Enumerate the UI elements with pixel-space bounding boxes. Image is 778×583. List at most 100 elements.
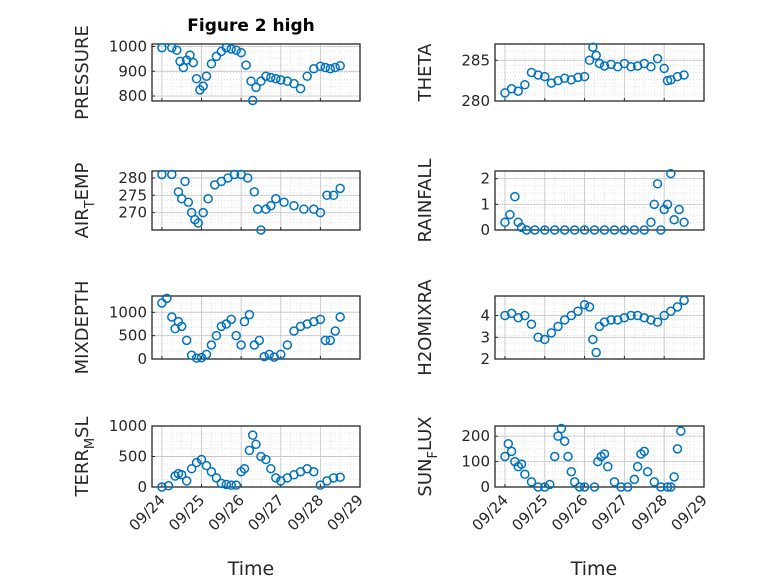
data-point bbox=[335, 312, 345, 322]
data-point bbox=[559, 225, 570, 235]
data-point bbox=[176, 321, 187, 332]
data-point bbox=[244, 445, 255, 456]
data-point bbox=[594, 321, 605, 332]
data-point bbox=[526, 477, 537, 487]
axes-box bbox=[151, 425, 361, 488]
data-point bbox=[211, 473, 222, 483]
data-point bbox=[619, 312, 630, 323]
data-point bbox=[196, 454, 207, 465]
data-point bbox=[533, 70, 543, 80]
data-point bbox=[216, 321, 227, 332]
data-point bbox=[180, 176, 190, 187]
data-point bbox=[206, 59, 217, 69]
y-axis-label: THETA bbox=[415, 43, 436, 103]
data-point bbox=[320, 62, 331, 73]
data-point bbox=[526, 319, 537, 329]
subplot-mixdepth: 0 500 1000 MIXDEPTH bbox=[72, 281, 361, 375]
data-point bbox=[599, 61, 610, 71]
data-point bbox=[231, 330, 241, 341]
data-point bbox=[609, 477, 620, 487]
data-point bbox=[589, 482, 600, 492]
data-point bbox=[646, 62, 656, 72]
data-point bbox=[540, 71, 550, 82]
data-point bbox=[309, 467, 319, 477]
data-point bbox=[266, 200, 276, 211]
data-point bbox=[241, 60, 251, 70]
data-point bbox=[247, 430, 258, 440]
data-point bbox=[254, 335, 265, 346]
x-tick-label: 09/25 bbox=[165, 491, 208, 534]
data-point bbox=[181, 335, 192, 346]
data-point bbox=[566, 467, 577, 477]
x-tick-label: 09/29 bbox=[324, 491, 367, 534]
data-point bbox=[320, 335, 331, 346]
data-point bbox=[639, 312, 650, 323]
data-point bbox=[178, 62, 189, 73]
data-point bbox=[603, 461, 613, 472]
y-tick-label: 0 bbox=[480, 478, 490, 496]
data-point bbox=[211, 330, 222, 341]
data-point bbox=[500, 451, 510, 462]
data-point bbox=[216, 478, 227, 489]
y-tick-label: 100 bbox=[461, 453, 490, 471]
y-axis-label: MIXDEPTH bbox=[72, 281, 93, 375]
data-point bbox=[679, 70, 689, 80]
data-point bbox=[181, 476, 192, 486]
axes-box bbox=[494, 170, 705, 231]
data-point bbox=[588, 42, 598, 53]
data-point bbox=[256, 76, 266, 86]
y-axis-label: RAINFALL bbox=[415, 159, 436, 243]
data-point bbox=[231, 480, 241, 490]
data-point bbox=[594, 58, 605, 69]
data-point bbox=[616, 482, 626, 492]
data-point bbox=[520, 469, 530, 480]
data-point bbox=[335, 61, 345, 71]
y-tick-label: 4 bbox=[480, 307, 490, 325]
data-point bbox=[652, 179, 663, 189]
data-point bbox=[622, 482, 633, 492]
data-point bbox=[261, 454, 271, 465]
data-point bbox=[520, 310, 530, 321]
data-point bbox=[221, 319, 232, 329]
data-point bbox=[591, 347, 601, 358]
data-point bbox=[239, 463, 250, 474]
data-point bbox=[221, 42, 232, 53]
y-tick-label: 285 bbox=[461, 51, 490, 69]
data-point bbox=[203, 194, 213, 204]
y-axis-label: SUNFLUX bbox=[415, 416, 441, 496]
data-point bbox=[186, 463, 197, 474]
data-point bbox=[183, 197, 194, 207]
data-point bbox=[247, 95, 258, 106]
data-point bbox=[679, 295, 689, 306]
data-point bbox=[276, 349, 286, 360]
data-point bbox=[500, 217, 510, 228]
data-point bbox=[612, 315, 623, 325]
data-point bbox=[252, 204, 263, 214]
data-point bbox=[198, 81, 208, 91]
data-point bbox=[599, 449, 610, 459]
axes-box bbox=[151, 170, 361, 231]
data-point bbox=[652, 317, 663, 327]
data-point bbox=[315, 207, 326, 218]
y-tick-label: 2 bbox=[480, 170, 490, 188]
y-tick-label: 500 bbox=[118, 448, 147, 466]
data-point bbox=[231, 45, 241, 55]
data-point bbox=[251, 439, 261, 450]
x-tick-label: 09/27 bbox=[244, 491, 287, 534]
y-tick-label: 280 bbox=[461, 92, 490, 110]
data-point bbox=[271, 73, 281, 84]
data-point bbox=[500, 310, 510, 321]
x-tick-label: 09/29 bbox=[668, 491, 711, 534]
data-point bbox=[322, 190, 332, 201]
data-point bbox=[249, 340, 260, 350]
data-point bbox=[157, 42, 167, 53]
data-point bbox=[513, 312, 523, 323]
data-point bbox=[191, 353, 202, 363]
data-point bbox=[533, 332, 543, 343]
data-point bbox=[629, 474, 640, 485]
data-point bbox=[566, 310, 577, 321]
y-axis-label: H2OMIXRA bbox=[415, 279, 436, 376]
data-point bbox=[226, 314, 236, 325]
data-point bbox=[236, 340, 246, 350]
